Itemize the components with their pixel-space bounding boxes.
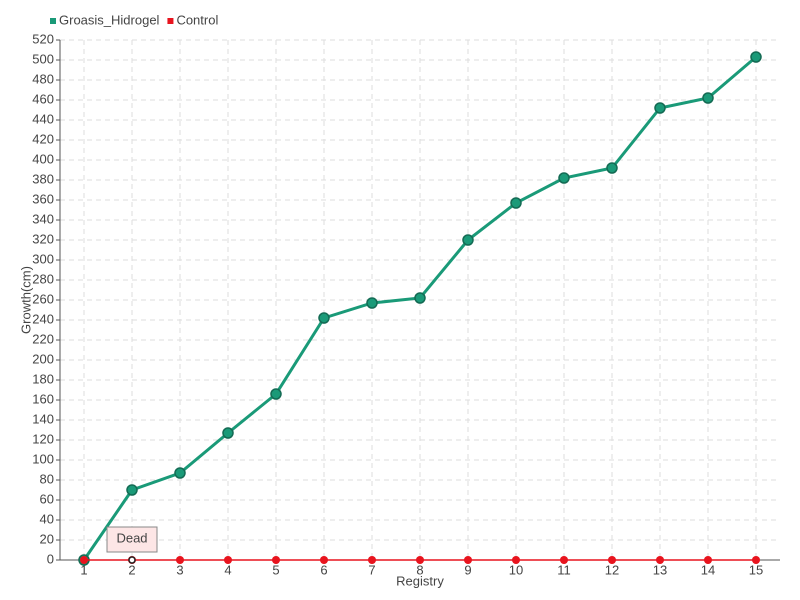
y-tick-label: 120 <box>32 431 54 446</box>
x-axis-label: Registry <box>396 573 444 588</box>
y-tick-label: 0 <box>47 551 54 566</box>
x-tick-label: 10 <box>509 562 523 577</box>
x-tick-label: 3 <box>176 562 183 577</box>
x-tick-label: 12 <box>605 562 619 577</box>
y-tick-label: 140 <box>32 411 54 426</box>
data-point <box>704 556 712 564</box>
annotation-point <box>128 556 136 564</box>
data-point <box>174 467 186 479</box>
data-point <box>702 92 714 104</box>
data-point <box>606 162 618 174</box>
y-tick-label: 520 <box>32 31 54 46</box>
y-tick-label: 500 <box>32 51 54 66</box>
data-point <box>416 556 424 564</box>
x-tick-label: 5 <box>272 562 279 577</box>
x-tick-label: 7 <box>368 562 375 577</box>
data-point <box>560 556 568 564</box>
data-point <box>464 556 472 564</box>
data-point <box>272 556 280 564</box>
y-tick-label: 300 <box>32 251 54 266</box>
x-tick-label: 11 <box>557 562 571 577</box>
data-point <box>80 556 88 564</box>
data-point <box>510 197 522 209</box>
y-tick-label: 400 <box>32 151 54 166</box>
data-point <box>654 102 666 114</box>
y-tick-label: 440 <box>32 111 54 126</box>
data-point <box>176 556 184 564</box>
y-tick-label: 340 <box>32 211 54 226</box>
x-tick-label: 15 <box>749 562 763 577</box>
data-point <box>224 556 232 564</box>
y-tick-label: 480 <box>32 71 54 86</box>
y-tick-label: 360 <box>32 191 54 206</box>
data-point <box>366 297 378 309</box>
annotation-text: Dead <box>116 530 147 545</box>
data-point <box>222 427 234 439</box>
y-tick-label: 80 <box>40 471 54 486</box>
y-tick-label: 240 <box>32 311 54 326</box>
data-point <box>414 292 426 304</box>
data-point <box>752 556 760 564</box>
y-tick-label: 200 <box>32 351 54 366</box>
y-tick-label: 380 <box>32 171 54 186</box>
x-tick-label: 4 <box>224 562 231 577</box>
y-tick-label: 260 <box>32 291 54 306</box>
x-tick-label: 1 <box>80 562 87 577</box>
y-tick-label: 180 <box>32 371 54 386</box>
x-tick-label: 2 <box>128 562 135 577</box>
data-point <box>512 556 520 564</box>
legend: Groasis_Hidrogel Control <box>50 12 218 27</box>
annotation-box <box>106 526 158 553</box>
legend-swatch <box>50 18 56 24</box>
data-point <box>126 484 138 496</box>
x-tick-label: 9 <box>464 562 471 577</box>
x-tick-label: 13 <box>653 562 667 577</box>
x-tick-label: 8 <box>416 562 423 577</box>
y-tick-label: 60 <box>40 491 54 506</box>
y-tick-label: 20 <box>40 531 54 546</box>
y-tick-label: 420 <box>32 131 54 146</box>
data-point <box>462 234 474 246</box>
y-tick-label: 100 <box>32 451 54 466</box>
y-tick-label: 160 <box>32 391 54 406</box>
x-tick-label: 14 <box>701 562 715 577</box>
data-point <box>608 556 616 564</box>
y-axis-label: Growth(cm) <box>18 266 33 334</box>
x-tick-label: 6 <box>320 562 327 577</box>
y-tick-label: 280 <box>32 271 54 286</box>
data-point <box>318 312 330 324</box>
legend-label: Groasis_Hidrogel <box>59 12 160 27</box>
data-point <box>750 51 762 63</box>
y-tick-label: 320 <box>32 231 54 246</box>
data-point <box>656 556 664 564</box>
y-tick-label: 40 <box>40 511 54 526</box>
y-tick-label: 220 <box>32 331 54 346</box>
data-point <box>558 172 570 184</box>
data-point <box>320 556 328 564</box>
data-point <box>270 388 282 400</box>
y-tick-label: 460 <box>32 91 54 106</box>
legend-label: Control <box>176 12 218 27</box>
legend-swatch <box>167 18 174 24</box>
data-point <box>368 556 376 564</box>
